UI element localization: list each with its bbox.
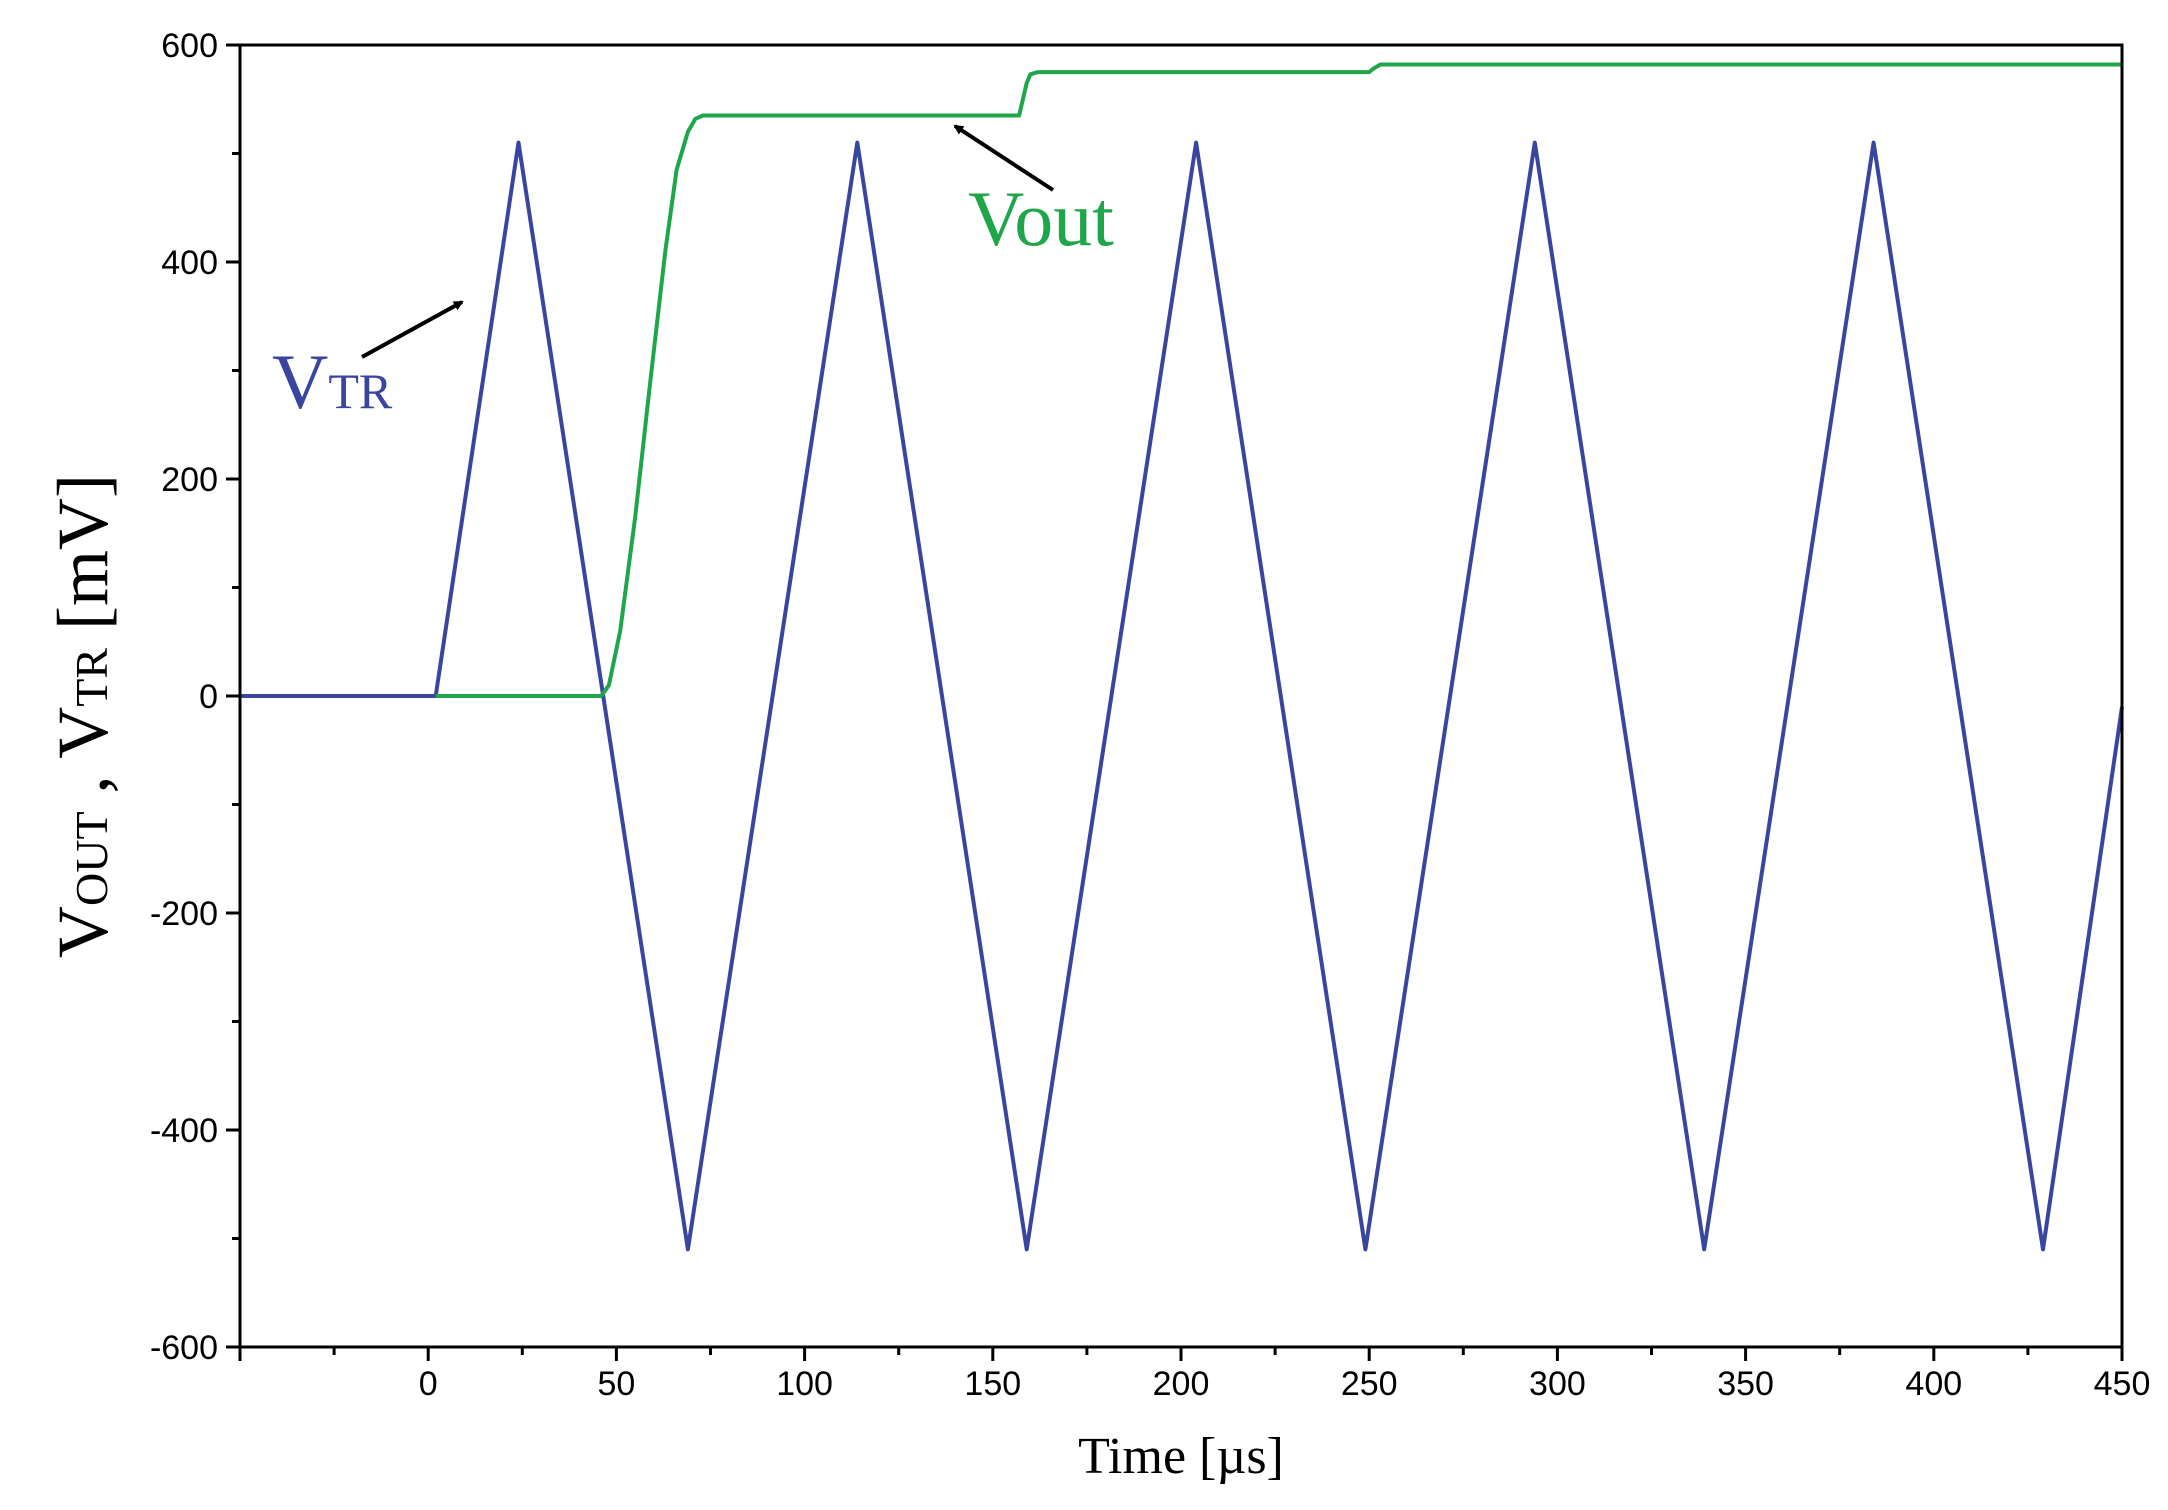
- x-tick-label: 250: [1341, 1365, 1398, 1403]
- x-tick-label: 350: [1717, 1365, 1774, 1403]
- y-tick-label: 0: [199, 678, 218, 716]
- y-tick-label: -200: [150, 895, 218, 933]
- annotations: VTR Vout: [272, 124, 1114, 425]
- y-axis-title-part: [mV]: [43, 474, 123, 648]
- y-axis-title-part: V: [43, 906, 123, 958]
- annotation-label-part: Vout: [968, 175, 1114, 262]
- y-axis-title-part: , V: [43, 707, 123, 812]
- x-tick-label: 450: [2094, 1365, 2151, 1403]
- x-tick-label: 200: [1153, 1365, 1210, 1403]
- y-tick-label: 400: [161, 244, 218, 282]
- annotation-label-part: V: [272, 338, 328, 425]
- x-tick-label: 300: [1529, 1365, 1586, 1403]
- y-tick-label: -600: [150, 1329, 218, 1367]
- y-axis-title-part: OUT: [66, 811, 117, 906]
- y-tick-label: 600: [161, 27, 218, 65]
- x-tick-label: 150: [964, 1365, 1021, 1403]
- axis-ticks: [226, 43, 2124, 1361]
- x-tick-label: 100: [776, 1365, 833, 1403]
- x-tick-label: 0: [419, 1365, 438, 1403]
- plot-lines: [240, 62, 2124, 1252]
- y-tick-label: 200: [161, 461, 218, 499]
- y-axis-title: VOUT , VTR [mV]: [43, 474, 123, 958]
- annotation-arrow-vtr: [361, 300, 464, 359]
- annotation-label-vtr: VTR: [272, 338, 393, 425]
- annotation-label-vout: Vout: [968, 175, 1114, 262]
- annotation-arrow-vout: [953, 124, 1055, 192]
- series-line-vout: [435, 62, 2122, 698]
- annotation-label-part: TR: [328, 363, 393, 419]
- x-axis-title: Time [µs]: [1078, 1428, 1284, 1485]
- x-tick-label: 50: [597, 1365, 635, 1403]
- x-tick-label: 400: [1905, 1365, 1962, 1403]
- y-axis-title-part: TR: [66, 648, 117, 707]
- series-line-vtr: [240, 140, 2124, 1252]
- axis-tick-labels: 0 50 100 150 200 250 300 350 400 450 -600 -400 -200 0…: [150, 27, 2150, 1403]
- y-tick-label: -400: [150, 1112, 218, 1150]
